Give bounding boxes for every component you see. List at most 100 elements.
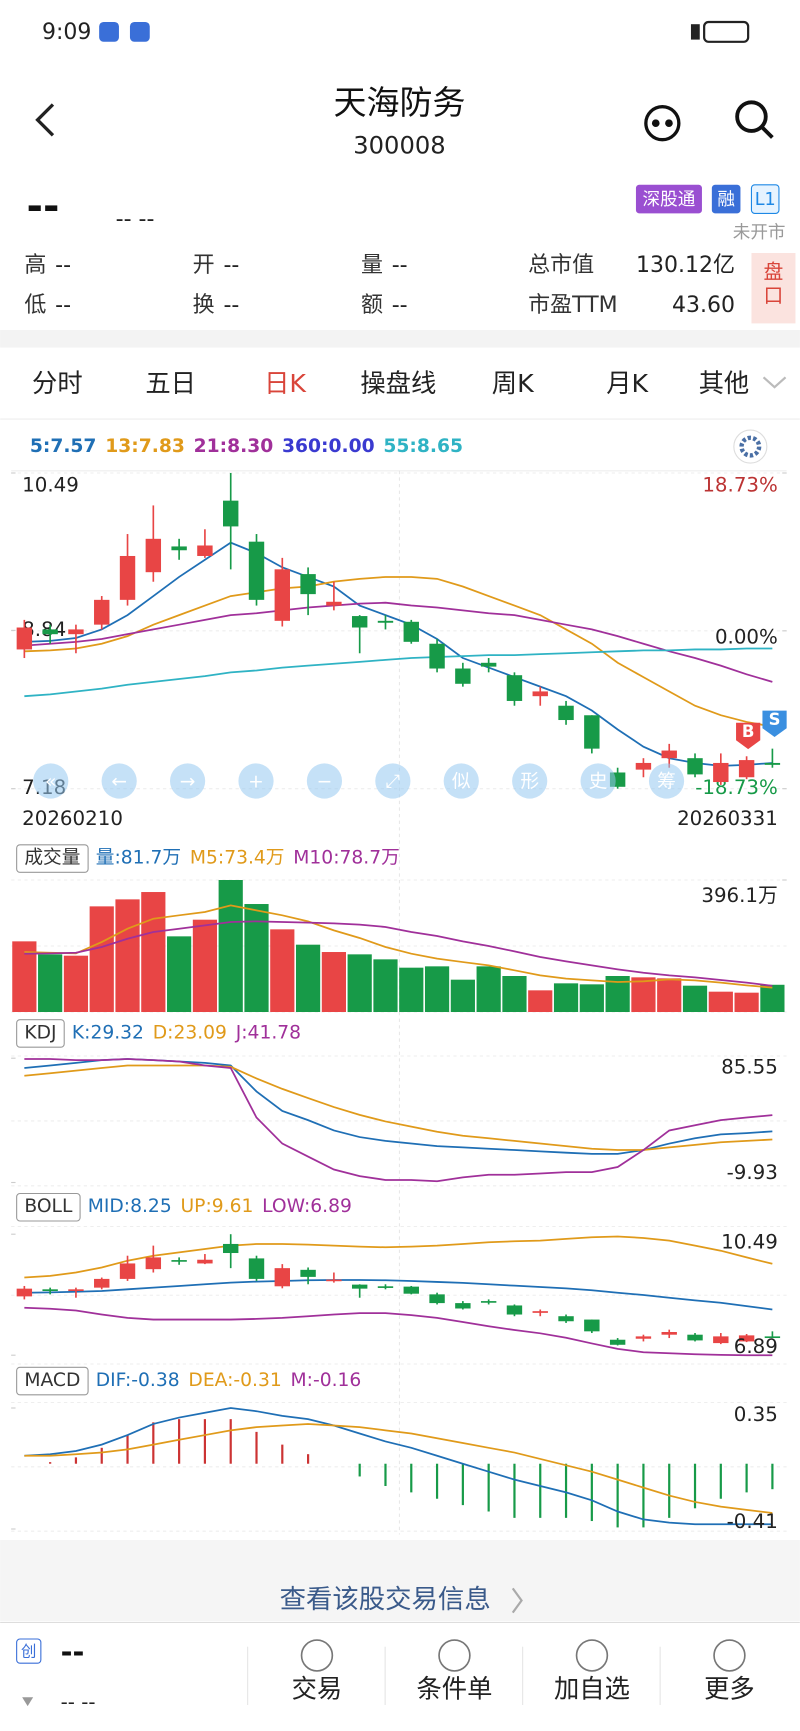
tool-button[interactable] (169, 763, 206, 799)
candle-body (300, 574, 316, 595)
trade-marker: B (742, 722, 755, 741)
tool-button[interactable] (238, 763, 274, 799)
tool-label[interactable]: 似 (452, 772, 471, 793)
line (24, 904, 773, 989)
tool-label[interactable]: → (180, 772, 196, 793)
tool-label[interactable]: ⤢ (385, 772, 400, 793)
volume-bar (63, 955, 89, 1012)
tool-button[interactable] (306, 763, 343, 799)
volume-bar (295, 944, 321, 1012)
y-tick-label: 0.35 (734, 1403, 778, 1426)
tab[interactable]: 其他 (699, 369, 750, 398)
panel-label: BOLL (24, 1196, 73, 1217)
tab[interactable]: 日K (264, 369, 307, 398)
trade-info-link[interactable]: 查看该股交易信息 (280, 1584, 491, 1615)
volume-bar (476, 966, 501, 1012)
tab[interactable]: 月K (606, 369, 649, 398)
trade-marker-shape (736, 722, 761, 750)
search-button[interactable] (735, 100, 774, 139)
candle-body (455, 1303, 471, 1309)
candle-body (145, 538, 162, 573)
volume-bar (167, 936, 192, 1012)
button-icon[interactable] (575, 1639, 609, 1672)
volume-bar (760, 984, 785, 1012)
tool-button[interactable] (648, 763, 685, 799)
y-tick-label: -0.41 (727, 1510, 778, 1533)
bottom-button[interactable]: 更多 (704, 1675, 755, 1704)
candle-body (42, 629, 58, 635)
tool-label[interactable]: 史 (589, 772, 608, 793)
candle-body (584, 715, 600, 749)
stat-value: -- (223, 253, 239, 278)
tool-button[interactable] (33, 763, 69, 799)
line (24, 647, 773, 698)
tool-label[interactable]: « (45, 772, 56, 793)
stat-value: 130.12亿 (636, 253, 735, 278)
side-button[interactable] (751, 253, 796, 324)
tab[interactable]: 周K (492, 369, 535, 398)
stock-code: 300008 (353, 131, 445, 159)
tag: 融 (717, 190, 735, 210)
stat-value: 43.60 (672, 293, 735, 318)
back-button[interactable] (35, 103, 55, 137)
candle-body (351, 616, 368, 628)
y-tick-label: 6.89 (734, 1335, 778, 1358)
candle-body (480, 662, 497, 667)
tool-label[interactable]: ← (111, 772, 127, 793)
status-icons (99, 20, 750, 43)
expand-icon[interactable] (22, 1697, 34, 1707)
tab[interactable]: 操盘线 (360, 369, 436, 398)
button-icon[interactable] (713, 1639, 746, 1672)
legend-entry: 13:7.83 (105, 436, 185, 457)
stat-label: 额 (361, 293, 383, 318)
volume-bar (115, 899, 140, 1012)
bottom-price: -- (61, 1634, 85, 1668)
volume-bar (657, 978, 682, 1012)
tool-button[interactable] (443, 763, 479, 799)
stat-label: 开 (193, 253, 215, 278)
candle-body (661, 750, 677, 759)
tool-button[interactable] (580, 763, 616, 799)
tab[interactable]: 五日 (145, 369, 196, 398)
candle-body (171, 546, 187, 551)
side-button-label: 盘 (764, 260, 784, 283)
tool-button[interactable] (375, 763, 411, 799)
line (24, 1423, 773, 1514)
tool-label[interactable]: + (248, 772, 264, 793)
line (24, 920, 773, 987)
volume-bar (399, 967, 424, 1012)
bottom-button[interactable]: 加自选 (554, 1675, 630, 1704)
tab[interactable]: 分时 (32, 369, 83, 398)
legend-entry: M:-0.16 (291, 1370, 362, 1391)
candle-body (274, 569, 290, 621)
robot-button[interactable] (644, 105, 681, 142)
tool-button[interactable] (512, 763, 548, 799)
tool-label[interactable]: − (317, 772, 333, 793)
button-icon[interactable] (300, 1639, 334, 1672)
candle-body (16, 627, 33, 650)
volume-bar (528, 990, 553, 1012)
tool-button[interactable] (101, 763, 137, 799)
legend-entry: K:29.32 (72, 1022, 144, 1043)
legend-entry: 5:7.57 (30, 436, 97, 457)
candle-body (145, 1257, 162, 1270)
y-tick-label: 10.49 (721, 1231, 778, 1254)
bottom-button[interactable]: 条件单 (416, 1675, 492, 1704)
stat-value: -- (392, 253, 408, 278)
stat-value: -- (55, 293, 71, 318)
volume-bar (347, 954, 372, 1012)
candle-body (377, 1286, 394, 1288)
y2-tick-label: 18.73% (702, 474, 777, 497)
side-button-label: 口 (764, 285, 784, 308)
y-tick-label: 85.55 (721, 1056, 778, 1079)
volume-bar (38, 954, 63, 1012)
settings-button[interactable] (733, 429, 768, 464)
badge: 创 (21, 1643, 36, 1661)
bottom-button[interactable]: 交易 (292, 1675, 343, 1704)
tool-label[interactable]: 筹 (657, 772, 676, 793)
button-icon[interactable] (438, 1639, 471, 1672)
panel-label-box (16, 1192, 81, 1222)
tool-label[interactable]: 形 (520, 772, 539, 793)
